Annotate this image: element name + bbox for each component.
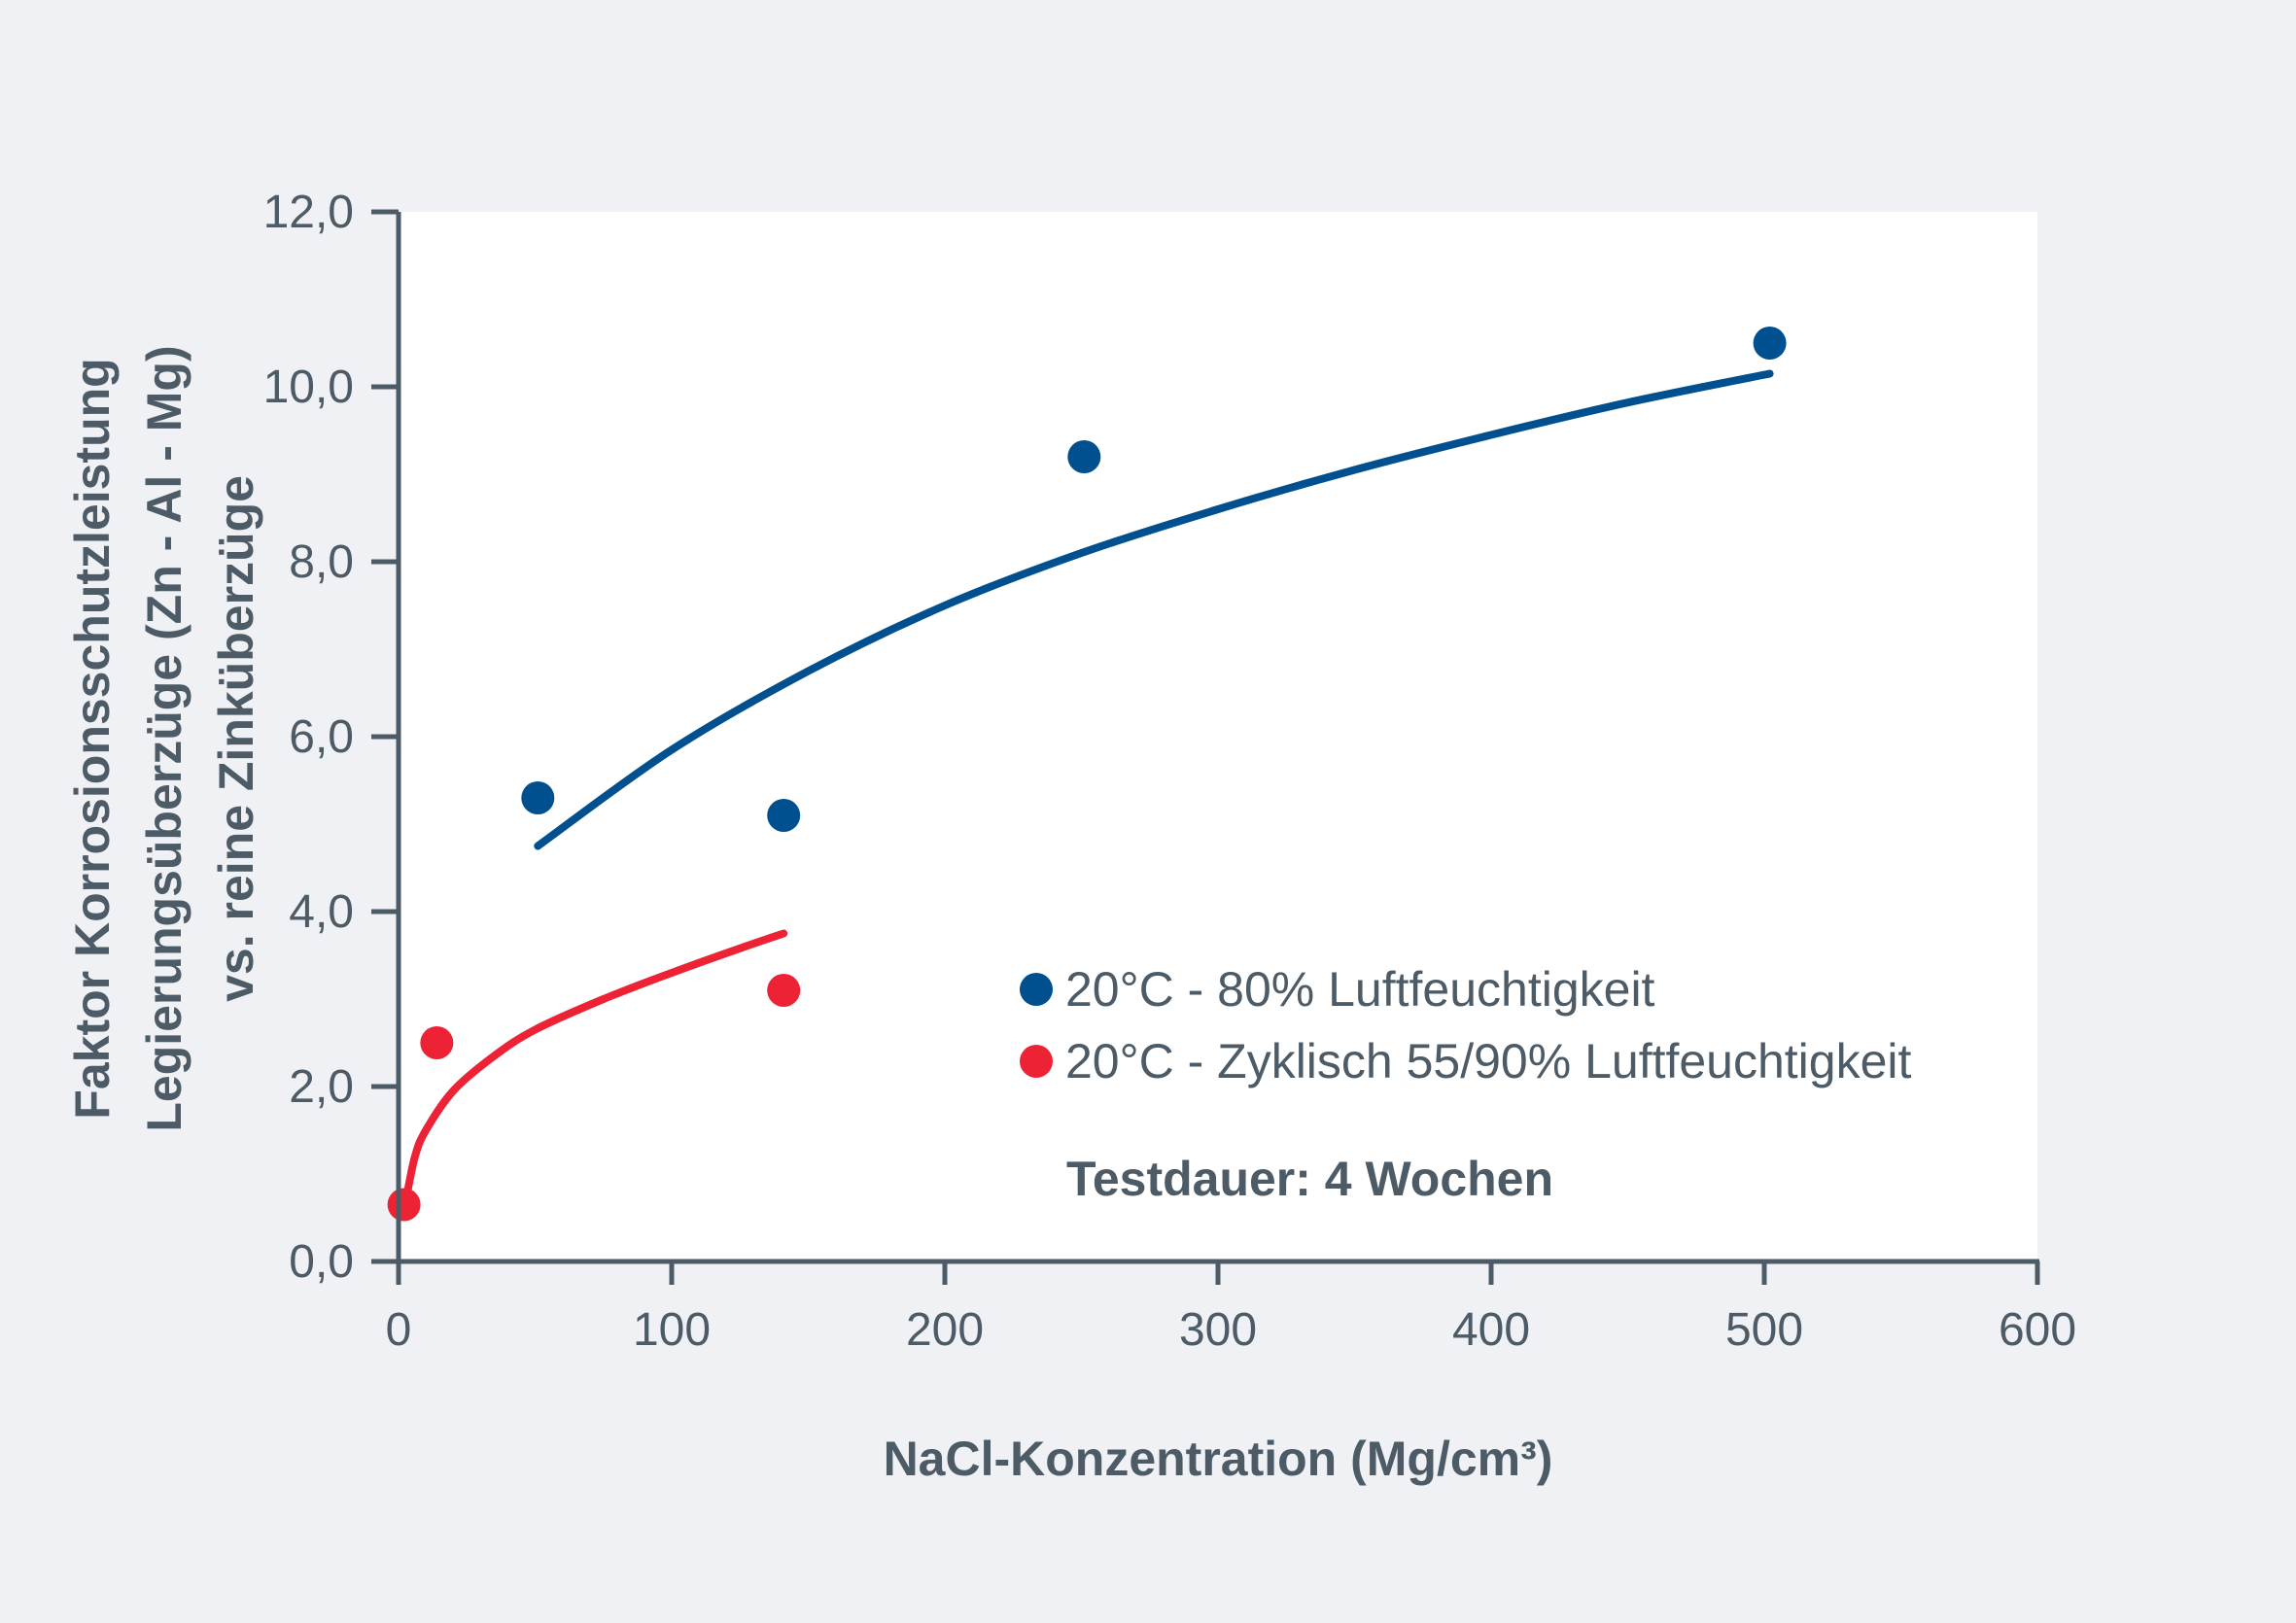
- y-axis-title-line-2: Legierungsüberzüge (Zn - Al - Mg): [137, 345, 191, 1131]
- y-tick-label: 10,0: [263, 362, 354, 413]
- data-point-series-1: [521, 781, 555, 814]
- x-tick-label: 100: [633, 1304, 711, 1356]
- trend-line-series-1: [534, 369, 1774, 850]
- legend-label-blue: 20°C - 80% Luftfeuchtigkeit: [1065, 962, 1655, 1017]
- y-tick-label: 4,0: [289, 886, 354, 938]
- data-point-series-2: [387, 1188, 421, 1222]
- legend-marker-blue: [1020, 973, 1053, 1006]
- data-point-series-2: [420, 1026, 454, 1059]
- y-axis-title-line-1: Faktor Korrosionsschutzleistung: [65, 358, 120, 1119]
- x-tick-label: 0: [386, 1304, 412, 1356]
- x-tick-label: 500: [1725, 1304, 1803, 1356]
- data-point-series-2: [767, 974, 801, 1007]
- y-ticks: 0,0 2,0 4,0 6,0 8,0 10,0 12,0: [263, 187, 399, 1288]
- x-axis-title: NaCl-Konzentration (Mg/cm³): [884, 1432, 1553, 1486]
- legend-label-red: 20°C - Zyklisch 55/90% Luftfeuchtigkeit: [1065, 1034, 1912, 1088]
- y-axis-title-line-3: vs. reine Zinküberzüge: [209, 475, 263, 1002]
- y-axis-title: Faktor Korrosionsschutzleistung Legierun…: [65, 345, 263, 1131]
- data-points: [387, 327, 1787, 1222]
- data-point-series-1: [1753, 327, 1787, 360]
- axes: 0,0 2,0 4,0 6,0 8,0 10,0 12,0 0 100 200 300 400 500…: [263, 187, 2076, 1356]
- y-tick-label: 2,0: [289, 1061, 354, 1113]
- x-ticks: 0 100 200 300 400 500 600: [386, 1261, 2076, 1356]
- y-tick-label: 6,0: [289, 711, 354, 763]
- x-tick-label: 200: [906, 1304, 984, 1356]
- legend-marker-red: [1020, 1045, 1053, 1078]
- legend: 20°C - 80% Luftfeuchtigkeit 20°C - Zykli…: [1020, 962, 1912, 1088]
- data-point-series-1: [1067, 440, 1101, 473]
- x-tick-label: 300: [1179, 1304, 1257, 1356]
- test-duration-annotation: Testdauer: 4 Wochen: [1066, 1152, 1553, 1206]
- trend-lines: [402, 369, 1774, 1200]
- y-tick-label: 0,0: [289, 1236, 354, 1288]
- data-point-series-1: [767, 799, 801, 832]
- trend-line-series-2: [402, 929, 788, 1200]
- y-tick-label: 8,0: [289, 536, 354, 588]
- plot-area: [399, 212, 2037, 1261]
- y-tick-label: 12,0: [263, 187, 354, 238]
- x-tick-label: 400: [1452, 1304, 1530, 1356]
- x-tick-label: 600: [1999, 1304, 2076, 1356]
